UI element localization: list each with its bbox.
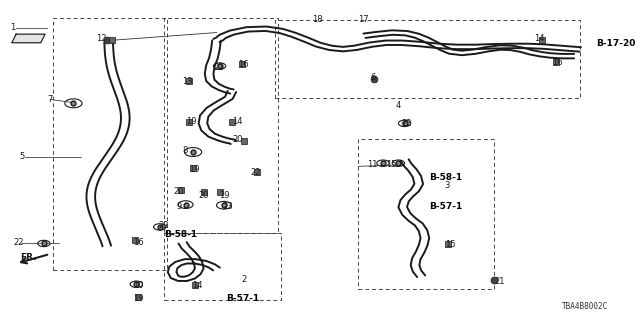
Text: 5: 5 [19, 152, 24, 161]
Text: 3: 3 [445, 181, 450, 190]
Text: 22: 22 [13, 238, 24, 247]
Text: 19: 19 [220, 190, 230, 200]
Text: 22: 22 [158, 221, 168, 230]
Text: 19: 19 [186, 117, 196, 126]
Text: 16: 16 [552, 58, 563, 67]
Text: 16: 16 [133, 238, 144, 247]
Text: B-17-20: B-17-20 [596, 39, 635, 48]
Text: B-58-1: B-58-1 [429, 173, 462, 182]
Bar [358, 139, 494, 289]
Text: 15: 15 [386, 160, 397, 169]
Text: 8: 8 [182, 146, 188, 155]
Text: FR.: FR. [20, 253, 37, 262]
Text: 22: 22 [401, 119, 412, 128]
Text: 14: 14 [534, 35, 545, 44]
Text: B-57-1: B-57-1 [226, 294, 259, 303]
Text: B-58-1: B-58-1 [164, 230, 197, 239]
Text: 7: 7 [47, 95, 52, 104]
Text: 22: 22 [213, 63, 224, 72]
Text: 19: 19 [189, 165, 199, 174]
Text: 20: 20 [198, 190, 209, 200]
Text: 18: 18 [312, 15, 323, 24]
Text: 1: 1 [10, 23, 15, 32]
Text: 21: 21 [494, 276, 504, 285]
Text: 2: 2 [241, 275, 246, 284]
Text: 16: 16 [238, 60, 249, 69]
Text: 12: 12 [96, 35, 107, 44]
Bar [164, 233, 281, 300]
Text: 9: 9 [177, 202, 182, 211]
Text: 13: 13 [182, 77, 193, 86]
Text: 17: 17 [358, 15, 369, 24]
Text: 23: 23 [223, 202, 234, 211]
Text: 19: 19 [133, 294, 144, 303]
Text: 20: 20 [232, 135, 243, 144]
Text: 15: 15 [445, 240, 455, 249]
Text: 10: 10 [133, 281, 144, 290]
Bar [164, 18, 278, 233]
Text: 22: 22 [250, 168, 261, 177]
Text: 14: 14 [232, 117, 243, 126]
Text: 14: 14 [192, 281, 202, 290]
Bar [275, 20, 580, 98]
Polygon shape [12, 34, 45, 43]
Text: TBA4B8002C: TBA4B8002C [562, 302, 608, 311]
Text: 20: 20 [173, 188, 184, 196]
Bar [53, 18, 167, 270]
Text: 6: 6 [371, 73, 376, 82]
Text: B-57-1: B-57-1 [429, 202, 463, 211]
Text: 11: 11 [367, 160, 378, 169]
Text: 4: 4 [396, 101, 401, 110]
